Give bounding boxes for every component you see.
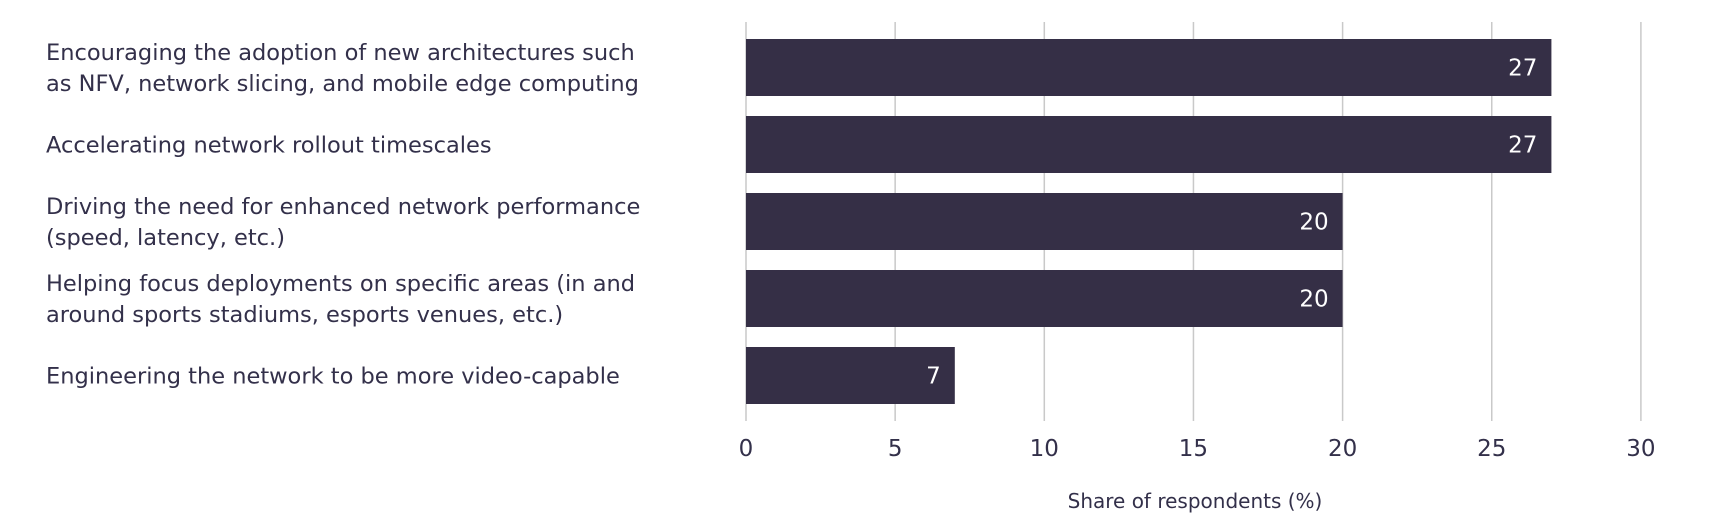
x-tick-label: 25: [1477, 436, 1506, 462]
x-tick-label: 30: [1626, 436, 1655, 462]
bar-value-label: 7: [926, 364, 941, 390]
bar: [746, 116, 1552, 173]
category-label: Driving the need for enhanced network pe…: [46, 194, 640, 251]
category-labels: Encouraging the adoption of new architec…: [46, 40, 640, 390]
x-tick-label: 10: [1030, 436, 1059, 462]
category-label: Encouraging the adoption of new architec…: [46, 40, 639, 97]
bar: [746, 270, 1343, 327]
x-axis-title: Share of respondents (%): [1068, 489, 1323, 513]
category-label: Helping focus deployments on specific ar…: [46, 271, 635, 328]
bar-value-label: 20: [1299, 287, 1328, 313]
bar: [746, 347, 955, 404]
category-label: Accelerating network rollout timescales: [46, 133, 492, 159]
x-tick-label: 5: [888, 436, 903, 462]
x-tick-label: 20: [1328, 436, 1357, 462]
bar-value-label: 20: [1299, 210, 1328, 236]
x-tick-label: 0: [739, 436, 754, 462]
bar-value-label: 27: [1508, 133, 1537, 159]
category-label: Engineering the network to be more video…: [46, 364, 620, 390]
bar: [746, 193, 1343, 250]
x-tick-label: 15: [1179, 436, 1208, 462]
bar: [746, 39, 1552, 96]
bars: 27 27 20 20 7: [746, 39, 1552, 404]
x-axis-ticks: 0 5 10 15 20 25 30: [739, 436, 1656, 462]
bar-value-label: 27: [1508, 56, 1537, 82]
